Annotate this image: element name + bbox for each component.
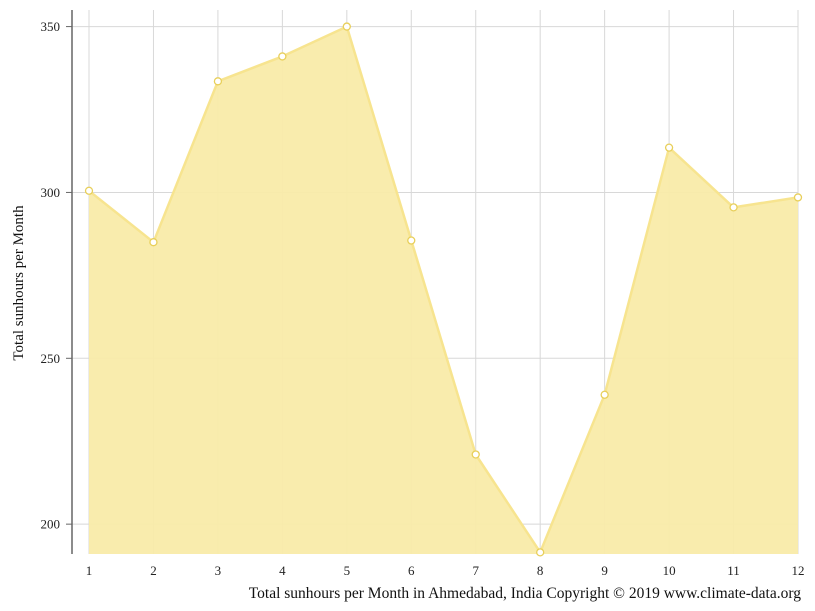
data-point-markers — [84, 22, 803, 557]
x-tick-labels: 1 2 3 4 5 6 7 8 9 10 11 12 — [86, 563, 805, 578]
x-tick-label-3: 3 — [215, 563, 222, 578]
data-point-month-12 — [793, 193, 803, 202]
x-tick-label-6: 6 — [408, 563, 415, 578]
data-point-month-5 — [342, 22, 351, 31]
y-tick-label-250: 250 — [41, 351, 61, 366]
data-point-month-9 — [600, 390, 609, 399]
chart-caption: Total sunhours per Month in Ahmedabad, I… — [249, 585, 801, 602]
y-tick-label-350: 350 — [41, 19, 61, 34]
data-point-month-8 — [536, 548, 545, 557]
sunhours-area-fill — [89, 26, 798, 555]
x-tick-label-7: 7 — [472, 563, 479, 578]
data-point-month-1 — [84, 186, 94, 195]
data-point-month-6 — [407, 236, 416, 245]
x-tick-label-12: 12 — [792, 563, 805, 578]
y-tick-labels: 200 250 300 350 — [41, 19, 72, 532]
x-tick-label-4: 4 — [279, 563, 286, 578]
x-tick-label-8: 8 — [537, 563, 544, 578]
data-point-month-11 — [729, 203, 738, 212]
x-tick-label-10: 10 — [663, 563, 676, 578]
x-tick-label-11: 11 — [727, 563, 740, 578]
y-axis-title: Total sunhours per Month — [11, 205, 27, 361]
y-tick-label-200: 200 — [41, 517, 61, 532]
data-point-month-3 — [213, 77, 223, 86]
x-tick-label-9: 9 — [601, 563, 608, 578]
sunhours-series-line — [88, 25, 799, 554]
x-tick-label-2: 2 — [150, 563, 157, 578]
data-point-month-2 — [149, 238, 158, 247]
data-point-month-7 — [471, 450, 480, 459]
data-point-month-4 — [278, 52, 287, 61]
y-tick-label-300: 300 — [41, 185, 61, 200]
data-point-month-10 — [664, 143, 674, 152]
x-tick-label-1: 1 — [86, 563, 93, 578]
x-tick-label-5: 5 — [344, 563, 351, 578]
